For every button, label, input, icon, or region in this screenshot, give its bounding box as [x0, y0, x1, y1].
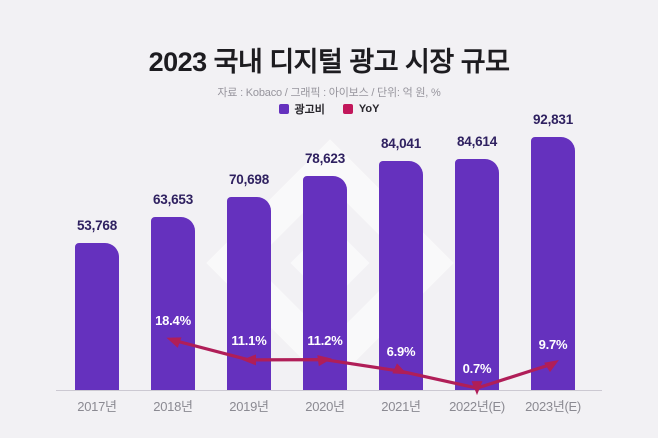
- bar-value-2023년(E): 92,831: [532, 112, 574, 127]
- x-axis-label-2018년: 2018년: [153, 399, 193, 414]
- yoy-arrow-2018년: [166, 337, 182, 348]
- yoy-arrow-2021년: [392, 363, 408, 375]
- x-axis-label-2020년: 2020년: [305, 399, 345, 414]
- yoy-label-2023년(E): 9.7%: [538, 336, 568, 352]
- x-axis-label-2021년: 2021년: [381, 399, 421, 414]
- x-axis-line: [56, 390, 602, 391]
- bar-2017년: [75, 243, 119, 390]
- yoy-arrow-2019년: [242, 354, 256, 366]
- x-axis-label-2023년(E): 2023년(E): [525, 399, 581, 414]
- yoy-arrow-2020년: [317, 355, 332, 367]
- yoy-label-2020년: 11.2%: [307, 332, 343, 348]
- yoy-label-2021년: 6.9%: [386, 344, 416, 360]
- yoy-label-2019년: 11.1%: [231, 332, 267, 348]
- legend-label-yoy: YoY: [358, 103, 380, 115]
- bar-2021년: [379, 161, 423, 390]
- x-axis-label-2017년: 2017년: [77, 399, 117, 414]
- x-axis-label-2019년: 2019년: [229, 399, 269, 414]
- bar-value-2022년(E): 84,614: [456, 134, 498, 149]
- bar-value-2018년: 63,653: [152, 192, 194, 207]
- legend-item-adspend: 광고비: [278, 101, 325, 117]
- yoy-swatch-icon: [342, 104, 353, 114]
- bar-2018년: [151, 217, 195, 390]
- bar-value-2019년: 70,698: [228, 172, 270, 187]
- yoy-arrow-2023년(E): [544, 360, 559, 373]
- bar-2023년(E): [531, 137, 575, 390]
- yoy-label-2022년(E): 0.7%: [462, 361, 492, 377]
- bar-value-2017년: 53,768: [76, 218, 118, 233]
- legend-label-adspend: 광고비: [294, 104, 325, 116]
- page-title: 2023 국내 디지털 광고 시장 규모: [148, 47, 510, 77]
- legend-item-yoy: YoY: [342, 103, 380, 115]
- source-note: 자료 : Kobaco / 그래픽 : 아이보스 / 단위: 억 원, %: [217, 87, 441, 99]
- yoy-label-2018년: 18.4%: [155, 313, 191, 329]
- bar-value-2021년: 84,041: [380, 136, 422, 151]
- x-axis-label-2022년(E): 2022년(E): [449, 399, 505, 414]
- yoy-arrow-2022년(E): [471, 381, 483, 396]
- bar-2022년(E): [455, 159, 499, 390]
- adspend-swatch-icon: [278, 104, 289, 114]
- yoy-line: [172, 338, 554, 390]
- bar-value-2020년: 78,623: [304, 151, 346, 166]
- chart-legend: 광고비 YoY: [0, 101, 658, 117]
- bar-2020년: [303, 176, 347, 390]
